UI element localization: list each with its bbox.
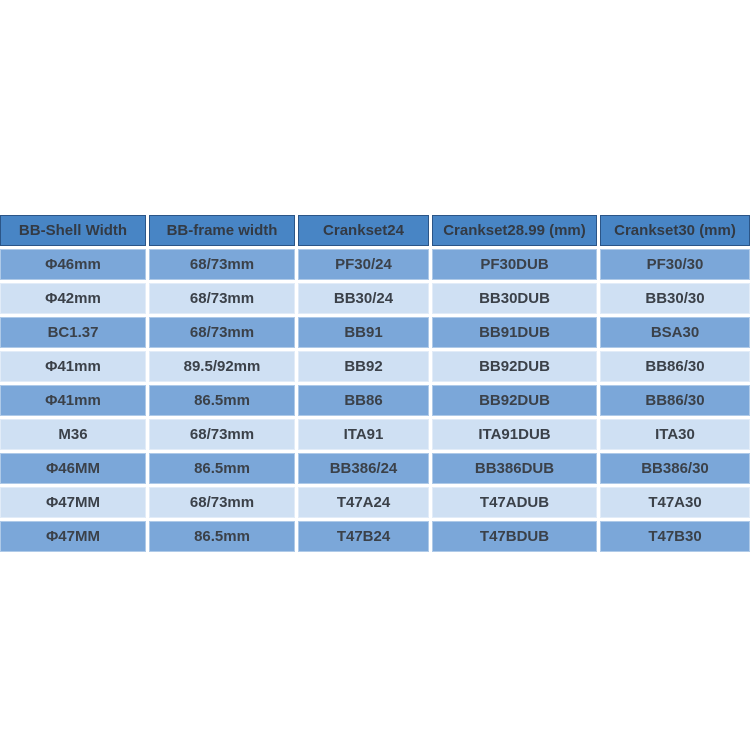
cell-crankset28-99: T47BDUB <box>432 521 597 552</box>
table-row: Φ41mm 89.5/92mm BB92 BB92DUB BB86/30 <box>0 351 750 382</box>
table-row: Φ47MM 68/73mm T47A24 T47ADUB T47A30 <box>0 487 750 518</box>
cell-crankset30: BB30/30 <box>600 283 750 314</box>
cell-crankset24: BB30/24 <box>298 283 429 314</box>
cell-crankset28-99: BB386DUB <box>432 453 597 484</box>
cell-crankset28-99: PF30DUB <box>432 249 597 280</box>
cell-bb-frame-width: 86.5mm <box>149 521 295 552</box>
cell-crankset28-99: BB92DUB <box>432 351 597 382</box>
cell-crankset24: BB86 <box>298 385 429 416</box>
cell-bb-frame-width: 68/73mm <box>149 317 295 348</box>
column-header-bb-frame-width: BB-frame width <box>149 215 295 246</box>
cell-bb-shell-width: Φ41mm <box>0 385 146 416</box>
cell-crankset24: BB92 <box>298 351 429 382</box>
column-header-crankset24: Crankset24 <box>298 215 429 246</box>
cell-bb-shell-width: Φ46mm <box>0 249 146 280</box>
cell-crankset24: BB386/24 <box>298 453 429 484</box>
cell-bb-shell-width: BC1.37 <box>0 317 146 348</box>
cell-crankset30: BB86/30 <box>600 351 750 382</box>
cell-bb-shell-width: Φ47MM <box>0 521 146 552</box>
cell-crankset30: PF30/30 <box>600 249 750 280</box>
cell-bb-frame-width: 68/73mm <box>149 249 295 280</box>
cell-crankset28-99: ITA91DUB <box>432 419 597 450</box>
cell-crankset30: ITA30 <box>600 419 750 450</box>
bb-compatibility-table: BB-Shell Width BB-frame width Crankset24… <box>0 215 750 555</box>
table-row: Φ47MM 86.5mm T47B24 T47BDUB T47B30 <box>0 521 750 552</box>
table-row: M36 68/73mm ITA91 ITA91DUB ITA30 <box>0 419 750 450</box>
cell-crankset30: BB86/30 <box>600 385 750 416</box>
column-header-crankset28-99: Crankset28.99 (mm) <box>432 215 597 246</box>
cell-crankset24: ITA91 <box>298 419 429 450</box>
cell-crankset24: T47A24 <box>298 487 429 518</box>
cell-crankset30: T47A30 <box>600 487 750 518</box>
table-row: Φ42mm 68/73mm BB30/24 BB30DUB BB30/30 <box>0 283 750 314</box>
cell-bb-frame-width: 68/73mm <box>149 283 295 314</box>
table-row: Φ46MM 86.5mm BB386/24 BB386DUB BB386/30 <box>0 453 750 484</box>
cell-crankset30: BB386/30 <box>600 453 750 484</box>
column-header-bb-shell-width: BB-Shell Width <box>0 215 146 246</box>
cell-crankset30: T47B30 <box>600 521 750 552</box>
cell-bb-shell-width: Φ41mm <box>0 351 146 382</box>
cell-crankset24: T47B24 <box>298 521 429 552</box>
cell-bb-shell-width: Φ46MM <box>0 453 146 484</box>
table-row: BC1.37 68/73mm BB91 BB91DUB BSA30 <box>0 317 750 348</box>
cell-bb-shell-width: Φ47MM <box>0 487 146 518</box>
table-container: BB-Shell Width BB-frame width Crankset24… <box>0 215 750 555</box>
cell-bb-frame-width: 86.5mm <box>149 453 295 484</box>
cell-crankset28-99: T47ADUB <box>432 487 597 518</box>
cell-bb-frame-width: 68/73mm <box>149 487 295 518</box>
cell-crankset30: BSA30 <box>600 317 750 348</box>
cell-bb-shell-width: Φ42mm <box>0 283 146 314</box>
table-row: Φ46mm 68/73mm PF30/24 PF30DUB PF30/30 <box>0 249 750 280</box>
cell-bb-shell-width: M36 <box>0 419 146 450</box>
cell-crankset28-99: BB92DUB <box>432 385 597 416</box>
cell-bb-frame-width: 89.5/92mm <box>149 351 295 382</box>
cell-crankset24: PF30/24 <box>298 249 429 280</box>
cell-crankset28-99: BB91DUB <box>432 317 597 348</box>
cell-bb-frame-width: 68/73mm <box>149 419 295 450</box>
table-row: Φ41mm 86.5mm BB86 BB92DUB BB86/30 <box>0 385 750 416</box>
cell-crankset24: BB91 <box>298 317 429 348</box>
cell-bb-frame-width: 86.5mm <box>149 385 295 416</box>
cell-crankset28-99: BB30DUB <box>432 283 597 314</box>
header-row: BB-Shell Width BB-frame width Crankset24… <box>0 215 750 246</box>
column-header-crankset30: Crankset30 (mm) <box>600 215 750 246</box>
